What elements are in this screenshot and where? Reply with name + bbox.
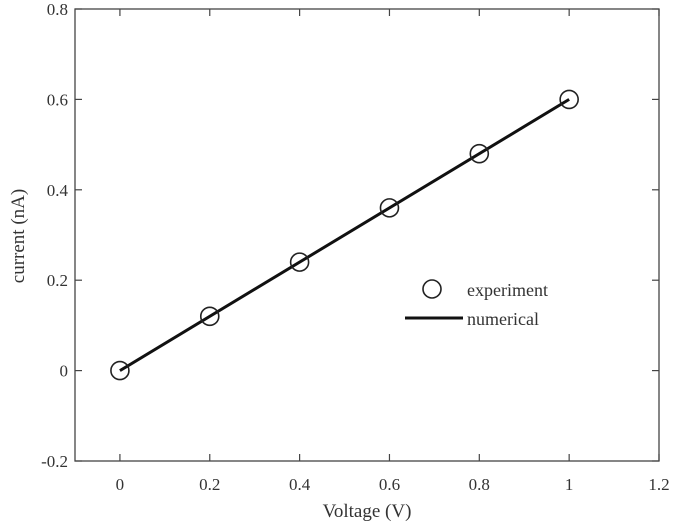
x-tick-label: 1 xyxy=(565,475,574,494)
y-tick-label: 0.8 xyxy=(47,0,68,19)
series-line-numerical xyxy=(119,98,570,372)
y-tick-label: -0.2 xyxy=(41,452,68,471)
y-tick-label: 0.2 xyxy=(47,271,68,290)
legend-label-experiment: experiment xyxy=(467,280,548,300)
data-point-experiment xyxy=(110,360,130,381)
x-tick-label: 0 xyxy=(116,475,125,494)
y-tick-label: 0.4 xyxy=(47,181,69,200)
data-point-experiment xyxy=(559,89,579,110)
ticks: 0 0.2 0.4 0.6 0.8 1 1.2 -0.2 0 0.2 0.4 0.6 0.8 xyxy=(41,0,670,494)
legend: experiment numerical xyxy=(405,279,548,329)
x-tick-label: 1.2 xyxy=(648,475,669,494)
x-tick-label: 0.4 xyxy=(289,475,311,494)
axes xyxy=(74,8,660,462)
x-axis-title: Voltage (V) xyxy=(323,501,412,522)
plot-frame xyxy=(74,8,660,462)
data-point-experiment xyxy=(469,143,490,164)
data-point-experiment xyxy=(199,306,220,327)
y-tick-label: 0.6 xyxy=(47,90,68,109)
y-tick-label: 0 xyxy=(60,362,69,381)
x-tick-label: 0.2 xyxy=(199,475,220,494)
series xyxy=(110,89,579,381)
x-tick-label: 0.8 xyxy=(469,475,490,494)
data-point-experiment xyxy=(289,252,310,272)
x-tick-label: 0.6 xyxy=(379,475,400,494)
y-axis-title: current (nA) xyxy=(8,189,29,283)
legend-label-numerical: numerical xyxy=(467,309,539,329)
data-point-experiment xyxy=(379,198,400,218)
legend-marker-experiment xyxy=(422,279,442,299)
